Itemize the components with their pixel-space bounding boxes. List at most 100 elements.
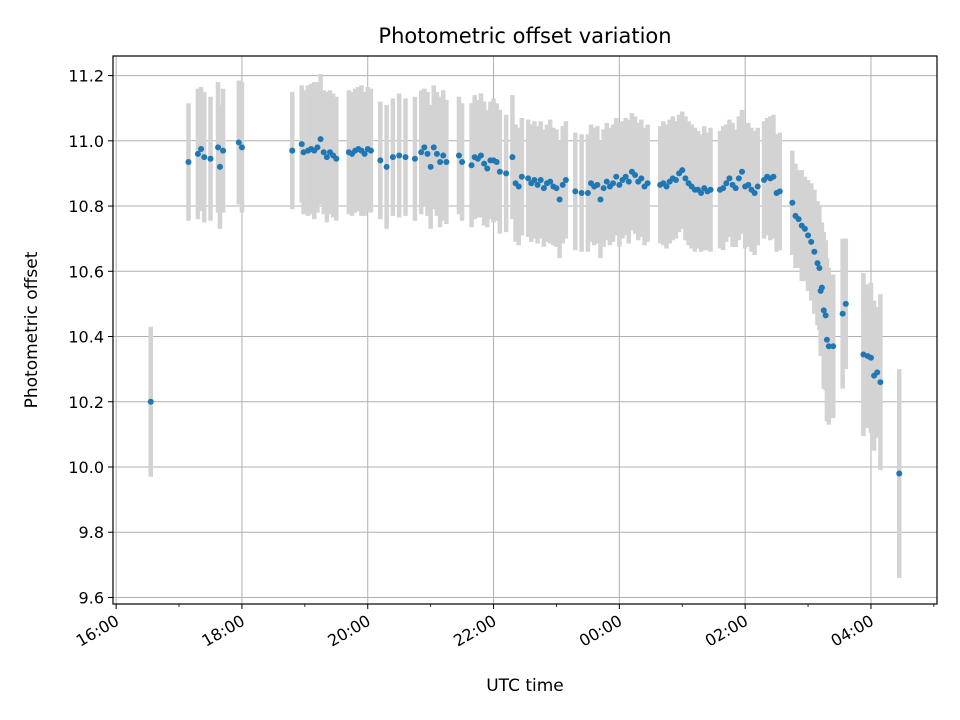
data-point	[732, 185, 739, 192]
data-point	[411, 155, 418, 162]
data-point	[682, 175, 689, 182]
data-point	[679, 167, 686, 174]
data-point	[540, 185, 547, 192]
data-point	[739, 168, 746, 175]
data-point	[553, 185, 560, 192]
data-point	[389, 154, 396, 161]
data-point	[584, 190, 591, 196]
data-point	[547, 178, 554, 185]
data-point	[402, 154, 409, 161]
data-point	[825, 343, 832, 350]
data-point	[795, 216, 802, 223]
data-point	[537, 176, 544, 183]
y-tick-label: 11.2	[68, 67, 104, 86]
y-axis-label: Photometric offset	[22, 251, 42, 408]
data-point	[808, 238, 815, 245]
data-point	[198, 145, 205, 152]
data-point	[562, 176, 569, 183]
data-point	[638, 175, 645, 182]
data-point	[616, 181, 623, 188]
data-point	[531, 176, 538, 183]
y-tick-label: 10.6	[68, 262, 104, 281]
data-point	[820, 307, 827, 314]
data-point	[289, 147, 296, 154]
y-tick-label: 10.8	[68, 197, 104, 216]
data-point	[424, 150, 431, 157]
data-point	[663, 183, 670, 190]
data-point	[644, 180, 651, 187]
data-point	[216, 163, 223, 170]
data-point	[333, 155, 340, 162]
y-tick-label: 10.0	[68, 458, 104, 477]
data-point	[481, 160, 488, 167]
data-point	[455, 152, 462, 159]
data-point	[723, 180, 730, 187]
data-point	[822, 312, 829, 319]
data-point	[698, 190, 705, 196]
data-point	[235, 139, 242, 146]
data-point	[317, 136, 324, 143]
data-point	[443, 159, 450, 166]
data-point	[867, 354, 874, 361]
data-point	[220, 147, 227, 154]
data-point	[707, 186, 714, 193]
data-point	[801, 225, 808, 232]
data-point	[622, 173, 629, 180]
data-point	[559, 181, 566, 188]
data-point	[496, 168, 503, 175]
data-point	[805, 232, 812, 239]
data-point	[215, 144, 222, 151]
data-point	[610, 180, 617, 187]
data-point	[493, 159, 500, 166]
data-point	[672, 176, 679, 183]
y-axis-ticks: 9.6 9.8 10.0 10.2 10.4 10.6 10.8 11.0 11.2	[68, 67, 113, 607]
data-point	[534, 181, 541, 188]
data-point	[816, 265, 823, 272]
data-point	[572, 188, 579, 195]
data-point	[238, 144, 245, 151]
data-point	[433, 150, 440, 157]
y-tick-label: 10.4	[68, 328, 104, 347]
grid-lines	[113, 56, 937, 604]
data-point	[361, 150, 368, 157]
y-tick-label: 9.8	[79, 523, 104, 542]
chart-title: Photometric offset variation	[378, 24, 671, 48]
data-points	[147, 136, 903, 477]
data-point	[814, 260, 821, 267]
data-point	[477, 152, 484, 159]
data-point	[839, 310, 846, 317]
data-point	[430, 144, 437, 151]
data-point	[201, 154, 208, 161]
y-tick-label: 10.2	[68, 393, 104, 412]
data-point	[509, 154, 516, 161]
data-point	[556, 196, 563, 203]
data-point	[603, 178, 610, 185]
data-point	[367, 147, 374, 154]
data-point	[518, 173, 525, 180]
data-point	[818, 284, 825, 291]
data-point	[600, 185, 607, 192]
data-point	[207, 155, 214, 162]
data-point	[314, 144, 321, 151]
data-point	[751, 190, 758, 196]
data-point	[459, 159, 466, 166]
x-axis-label: UTC time	[486, 676, 564, 696]
data-point	[830, 343, 837, 350]
data-point	[323, 154, 330, 161]
data-point	[613, 173, 620, 180]
data-point	[484, 165, 491, 172]
data-point	[320, 149, 327, 156]
data-point	[842, 300, 849, 307]
data-point	[726, 175, 733, 182]
data-point	[896, 470, 903, 477]
data-point	[720, 185, 727, 192]
y-tick-label: 11.0	[68, 132, 104, 151]
data-point	[194, 150, 201, 157]
data-point	[754, 183, 761, 190]
data-point	[789, 199, 796, 206]
y-tick-label: 9.6	[79, 588, 104, 607]
data-point	[468, 162, 475, 169]
data-point	[594, 181, 601, 188]
data-point	[427, 163, 434, 170]
